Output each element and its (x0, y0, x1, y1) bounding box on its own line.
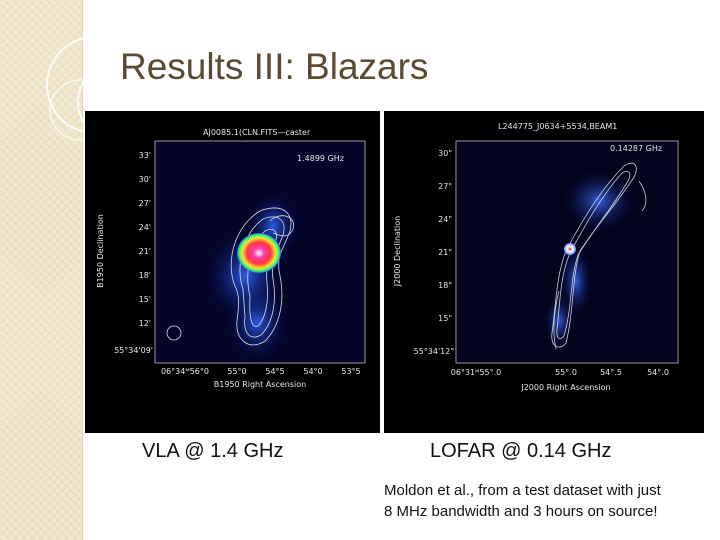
lofar-ytick: 55°34'12" (414, 347, 454, 356)
vla-xtick: 54°5 (265, 367, 284, 376)
lofar-ytick: 30" (438, 149, 452, 158)
lofar-ytick: 15" (438, 314, 452, 323)
vla-ytick: 27' (139, 199, 151, 208)
lofar-ytick: 27" (438, 182, 452, 191)
lofar-xtick: 55°.0 (555, 368, 577, 377)
vla-ytick: 12' (139, 319, 151, 328)
vla-ytick: 18' (139, 271, 151, 280)
sidebar-decoration (0, 0, 83, 540)
credit-line: 8 MHz bandwidth and 3 hours on source! (384, 503, 658, 520)
vla-radio-map: AJ0085.1(CLN.FITS—caster 1.4899 GHz 33' … (96, 128, 366, 389)
credit-text: Moldon et al., from a test dataset with … (384, 480, 661, 522)
credit-line: Moldon et al., from a test dataset with … (384, 482, 661, 499)
lofar-xtick: 54°.0 (647, 368, 669, 377)
vla-header: AJ0085.1(CLN.FITS—caster (203, 128, 311, 137)
vla-xlabel: B1950 Right Ascension (214, 380, 306, 389)
vla-caption: VLA @ 1.4 GHz (142, 440, 284, 462)
slide-title: Results III: Blazars (120, 46, 429, 87)
lofar-ylabel: J2000 Declination (393, 216, 402, 287)
lofar-ytick: 21" (438, 248, 452, 257)
vla-image-panel: AJ0085.1(CLN.FITS—caster 1.4899 GHz 33' … (85, 111, 380, 433)
lofar-xtick: 54°.5 (600, 368, 622, 377)
vla-xtick: 55°0 (227, 367, 246, 376)
vla-xtick: 06°34ᴹ56°0 (161, 367, 209, 376)
vla-ytick: 30' (139, 175, 151, 184)
lofar-header: L244775_J0634+5534,BEAM1 (498, 122, 617, 131)
vla-xtick: 54°0 (303, 367, 322, 376)
lofar-ytick: 24" (438, 215, 452, 224)
vla-ytick: 33' (139, 151, 151, 160)
vla-frequency: 1.4899 GHz (297, 154, 344, 163)
vla-ylabel: B1950 Declination (96, 214, 105, 288)
lofar-xtick: 06°31ᴹ55°.0 (451, 368, 502, 377)
lofar-ytick: 18" (438, 281, 452, 290)
vla-ytick: 55°34'09' (114, 346, 153, 355)
lofar-image-panel: L244775_J0634+5534,BEAM1 0.14287 GHz 30"… (384, 111, 704, 433)
vla-ytick: 21' (139, 247, 151, 256)
vla-ytick: 15' (139, 295, 151, 304)
lofar-xlabel: J2000 Right Ascension (520, 383, 610, 392)
lofar-frequency: 0.14287 GHz (610, 144, 662, 153)
lofar-caption: LOFAR @ 0.14 GHz (430, 440, 612, 462)
vla-ytick: 24' (139, 223, 151, 232)
lofar-radio-map: L244775_J0634+5534,BEAM1 0.14287 GHz 30"… (393, 122, 679, 392)
vla-xtick: 53°5 (341, 367, 360, 376)
